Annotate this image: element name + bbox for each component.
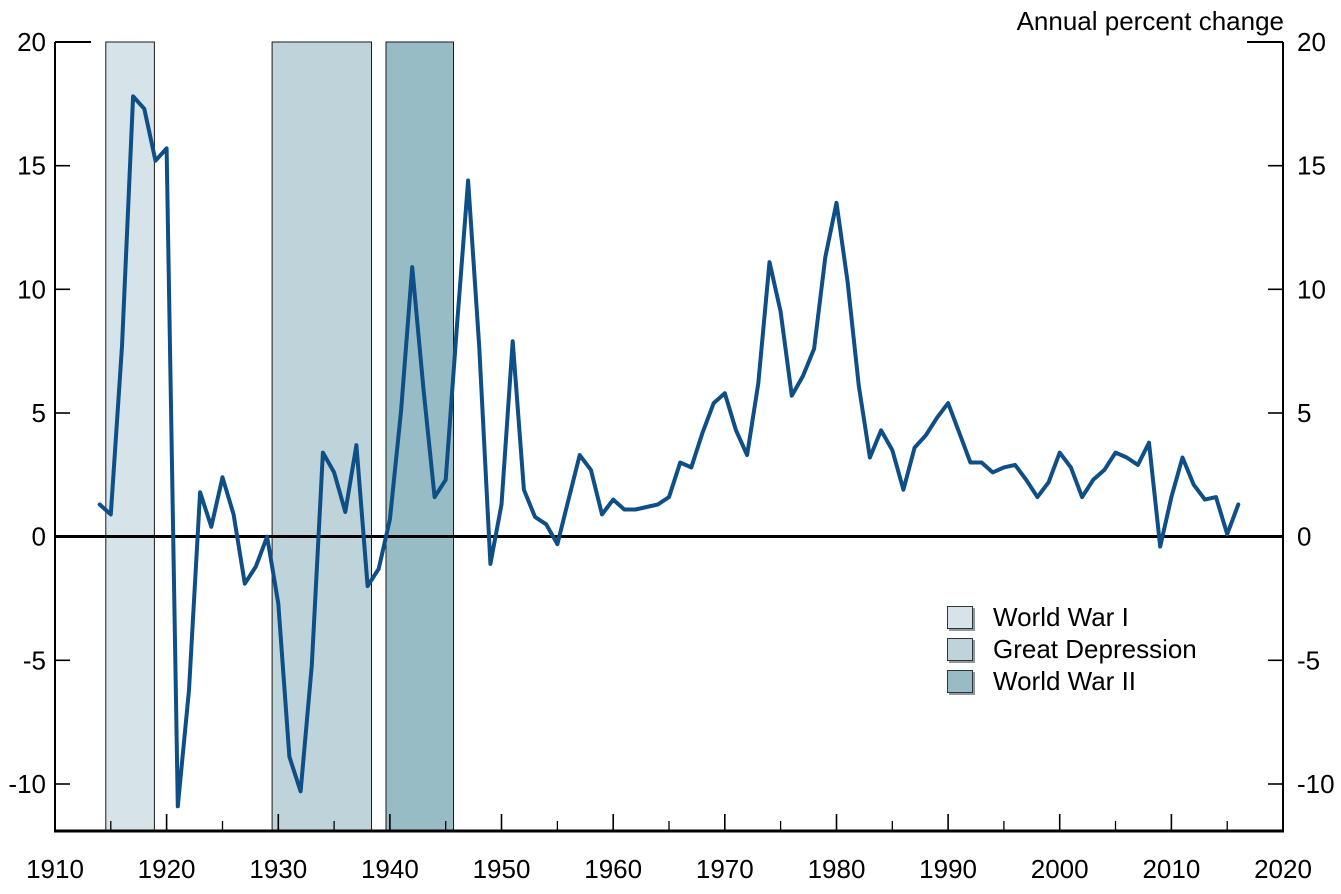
legend-item-great-depression: Great Depression (947, 633, 1197, 665)
y-tick-label-left--5: -5 (23, 645, 46, 675)
x-tick-label-1960: 1960 (584, 854, 642, 884)
y-tick-label-right-0: 0 (1297, 522, 1311, 552)
y-tick-label-left-10: 10 (17, 274, 46, 304)
x-tick-label-2000: 2000 (1031, 854, 1089, 884)
series-line (97, 94, 1241, 809)
legend-swatch-world-war-2-icon (947, 669, 973, 693)
legend-label-world-war-2: World War II (993, 665, 1137, 696)
x-tick-label-1940: 1940 (361, 854, 419, 884)
x-tick-label-1950: 1950 (473, 854, 531, 884)
y-tick-label-right--5: -5 (1297, 645, 1320, 675)
shaded-band-great-depression (271, 41, 373, 832)
y-axis-ticks: -10 -10 -5 -5 0 0 5 5 10 10 15 15 20 20 (8, 27, 1334, 799)
legend-label-world-war-1: World War I (993, 601, 1129, 632)
x-axis-ticks: 1910 1920 1930 1940 1950 1960 1970 1980 1990 2000… (26, 814, 1312, 884)
legend-label-great-depression: Great Depression (993, 633, 1197, 664)
y-tick-label-right-15: 15 (1297, 151, 1326, 181)
y-tick-label-left--10: -10 (8, 769, 46, 799)
y-tick-label-left-5: 5 (32, 398, 46, 428)
shaded-band-world-war-ii (385, 41, 454, 832)
x-tick-label-1990: 1990 (919, 854, 977, 884)
x-tick-label-1930: 1930 (249, 854, 307, 884)
axes (54, 41, 1284, 833)
y-tick-label-right-5: 5 (1297, 398, 1311, 428)
y-tick-label-left-15: 15 (17, 151, 46, 181)
x-tick-label-1970: 1970 (696, 854, 754, 884)
x-tick-label-1910: 1910 (26, 854, 84, 884)
x-tick-label-1980: 1980 (808, 854, 866, 884)
y-tick-label-right--10: -10 (1297, 769, 1335, 799)
shaded-bands (105, 41, 454, 832)
y-tick-label-left-20: 20 (17, 27, 46, 57)
x-tick-label-2010: 2010 (1142, 854, 1200, 884)
y-tick-label-right-10: 10 (1297, 274, 1326, 304)
legend-swatch-great-depression-icon (947, 637, 973, 661)
legend-item-world-war-2: World War II (947, 665, 1197, 697)
chart-legend: World War I Great Depression World War I… (947, 601, 1197, 697)
x-tick-label-2020: 2020 (1254, 854, 1312, 884)
y-tick-label-right-20: 20 (1297, 27, 1326, 57)
x-tick-label-1920: 1920 (138, 854, 196, 884)
legend-swatch-world-war-1-icon (947, 605, 973, 629)
y-tick-label-left-0: 0 (32, 522, 46, 552)
chart-title: Annual percent change (1016, 6, 1284, 36)
legend-item-world-war-1: World War I (947, 601, 1197, 633)
